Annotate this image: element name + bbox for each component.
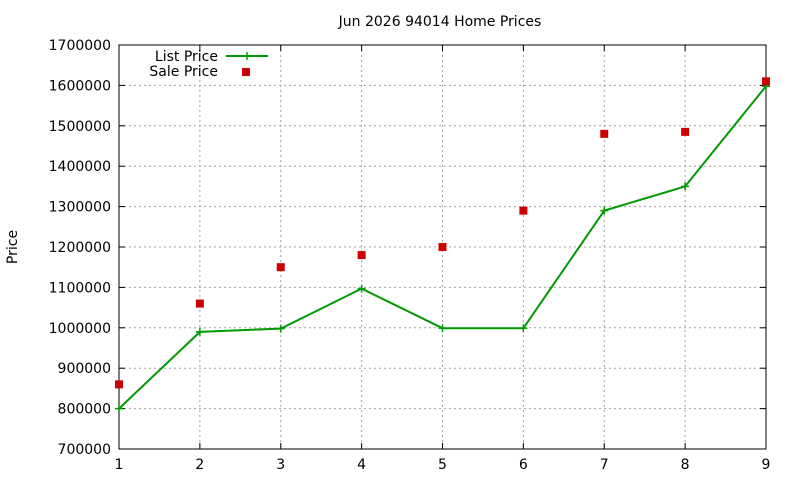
legend-label-sale-price: Sale Price bbox=[149, 64, 218, 80]
data-point-sale-price bbox=[438, 243, 447, 251]
chart-title: Jun 2026 94014 Home Prices bbox=[338, 14, 542, 30]
legend-label-list-price: List Price bbox=[155, 49, 218, 65]
x-tick-label: 9 bbox=[762, 457, 771, 473]
data-point-list-price bbox=[600, 206, 609, 215]
y-tick-label: 1100000 bbox=[49, 280, 111, 296]
legend-marker-sale-price bbox=[242, 68, 250, 76]
data-point-sale-price bbox=[762, 77, 770, 86]
x-axis-ticks: 1 2 3 4 5 6 7 8 9 bbox=[115, 45, 771, 473]
data-point-list-price bbox=[276, 324, 285, 333]
y-axis-ticks: 700000 800000 900000 1000000 1100000 1200000 1… bbox=[49, 38, 766, 458]
y-tick-label: 1300000 bbox=[49, 200, 111, 216]
y-tick-label: 900000 bbox=[58, 361, 111, 377]
x-tick-label: 7 bbox=[600, 457, 609, 473]
x-tick-label: 5 bbox=[438, 457, 447, 473]
data-point-list-price bbox=[519, 324, 528, 333]
data-point-list-price bbox=[681, 182, 690, 191]
y-tick-label: 1700000 bbox=[49, 38, 111, 54]
legend: List Price Sale Price bbox=[149, 49, 268, 80]
data-point-list-price bbox=[357, 284, 366, 293]
data-point-list-price bbox=[115, 404, 123, 413]
x-tick-label: 8 bbox=[681, 457, 690, 473]
data-point-list-price bbox=[195, 327, 204, 336]
x-tick-label: 1 bbox=[115, 457, 124, 473]
y-tick-label: 1000000 bbox=[49, 321, 111, 337]
data-point-sale-price bbox=[276, 263, 285, 272]
data-point-sale-price bbox=[357, 251, 366, 260]
x-tick-label: 3 bbox=[276, 457, 285, 473]
y-tick-label: 1500000 bbox=[49, 119, 111, 135]
data-point-sale-price bbox=[600, 129, 609, 138]
data-point-sale-price bbox=[195, 299, 204, 308]
y-tick-label: 1400000 bbox=[49, 159, 111, 175]
legend-marker-list-price bbox=[243, 52, 251, 60]
y-tick-label: 800000 bbox=[58, 402, 111, 418]
x-tick-label: 6 bbox=[519, 457, 528, 473]
data-point-sale-price bbox=[681, 127, 690, 136]
y-axis-label: Price bbox=[5, 230, 21, 264]
series bbox=[115, 77, 770, 413]
data-point-sale-price bbox=[115, 380, 123, 389]
data-point-list-price bbox=[438, 324, 447, 333]
x-tick-label: 4 bbox=[357, 457, 366, 473]
x-tick-label: 2 bbox=[195, 457, 204, 473]
y-tick-label: 1200000 bbox=[49, 240, 111, 256]
y-tick-label: 1600000 bbox=[49, 78, 111, 94]
data-point-sale-price bbox=[519, 206, 528, 215]
y-tick-label: 700000 bbox=[58, 442, 111, 458]
